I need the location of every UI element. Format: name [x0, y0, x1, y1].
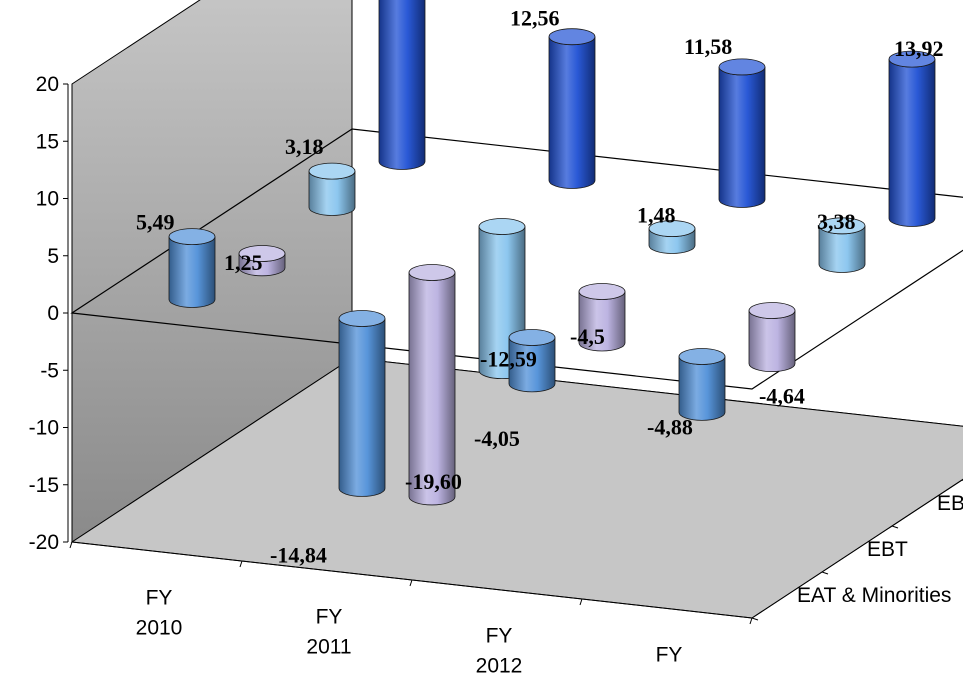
bar-3-0	[378, 0, 426, 170]
bar-1-0	[238, 245, 286, 277]
depth-tick-mark	[751, 617, 759, 621]
y-tick-label: -15	[29, 474, 59, 497]
category-label: FY2013	[646, 644, 693, 675]
bar-cap	[578, 283, 626, 300]
data-label: 12,56	[510, 6, 560, 31]
y-tick-label: 5	[47, 245, 59, 268]
y-tick-label: 15	[36, 130, 59, 153]
y-tick-label: -10	[29, 417, 59, 440]
x-tick-mark	[69, 541, 73, 549]
x-tick-mark	[749, 617, 753, 625]
bar-2-2	[648, 220, 696, 254]
category-label: FY 2011	[306, 606, 351, 659]
y-tick-label: -5	[40, 359, 59, 382]
bar-2-0	[308, 162, 356, 216]
category-label: FY 2012	[476, 625, 523, 675]
series-label: EBT	[867, 538, 908, 561]
bar-body	[678, 356, 726, 421]
data-label: -4,88	[647, 414, 693, 439]
y-tick-label: 10	[36, 188, 59, 211]
y-tick-label: 20	[36, 73, 59, 96]
series-label: EAT & Minorities	[797, 584, 951, 607]
bar-1-2	[578, 283, 626, 352]
bar-cap	[478, 218, 526, 235]
series-label: EBI TDA	[937, 492, 963, 515]
bar-cap	[748, 302, 796, 319]
data-label: -19,60	[405, 469, 462, 494]
data-label: -4,05	[474, 426, 520, 451]
bar-3-3	[888, 50, 936, 227]
data-label: -14,84	[270, 542, 327, 567]
category-label: FY 2010	[136, 587, 183, 640]
data-label: 11,58	[684, 34, 732, 59]
x-tick-mark	[409, 579, 413, 587]
bar-cap	[888, 50, 936, 68]
bar-body	[168, 236, 216, 308]
data-label: -12,59	[480, 347, 537, 372]
bar-cap	[678, 348, 726, 365]
bar-0-2	[508, 329, 556, 393]
bar-2-3	[818, 217, 866, 273]
bar-0-0	[168, 228, 216, 308]
data-label: 5,49	[136, 210, 175, 235]
bar-1-3	[748, 302, 796, 373]
bar-cap	[338, 310, 386, 327]
bar-body	[548, 36, 596, 189]
x-tick-mark	[579, 598, 583, 606]
bar-3-2	[718, 58, 766, 208]
bar-cap	[548, 28, 596, 46]
y-tick-label: 0	[47, 302, 59, 325]
bar-3-1	[548, 28, 596, 189]
data-label: -4,5	[570, 324, 605, 349]
bar-cap	[648, 220, 696, 237]
data-label: 1,25	[224, 250, 263, 275]
depth-tick-mark	[891, 525, 899, 529]
bar-cap	[718, 58, 766, 76]
bar-1-1	[408, 264, 456, 506]
data-label: 3,38	[817, 209, 856, 234]
bar-0-1	[338, 310, 386, 497]
bar-body	[378, 0, 426, 170]
bar-cap	[238, 245, 286, 262]
bar-body	[718, 66, 766, 208]
bar-cap	[408, 264, 456, 281]
bar-cap	[818, 217, 866, 235]
bar-body	[748, 310, 796, 373]
data-label: 3,18	[285, 134, 324, 159]
y-tick-label: -20	[29, 531, 59, 554]
bar-cap	[508, 329, 556, 346]
bar-cap	[168, 228, 216, 246]
data-label: 1,48	[637, 203, 676, 228]
bar-0-3	[678, 348, 726, 421]
data-label: -4,64	[759, 384, 805, 409]
depth-tick-mark	[821, 571, 829, 575]
bar-body	[888, 59, 936, 227]
bar-cap	[308, 162, 356, 180]
data-label: 13,92	[894, 36, 944, 61]
bar-body	[338, 318, 386, 497]
x-tick-mark	[239, 560, 243, 568]
